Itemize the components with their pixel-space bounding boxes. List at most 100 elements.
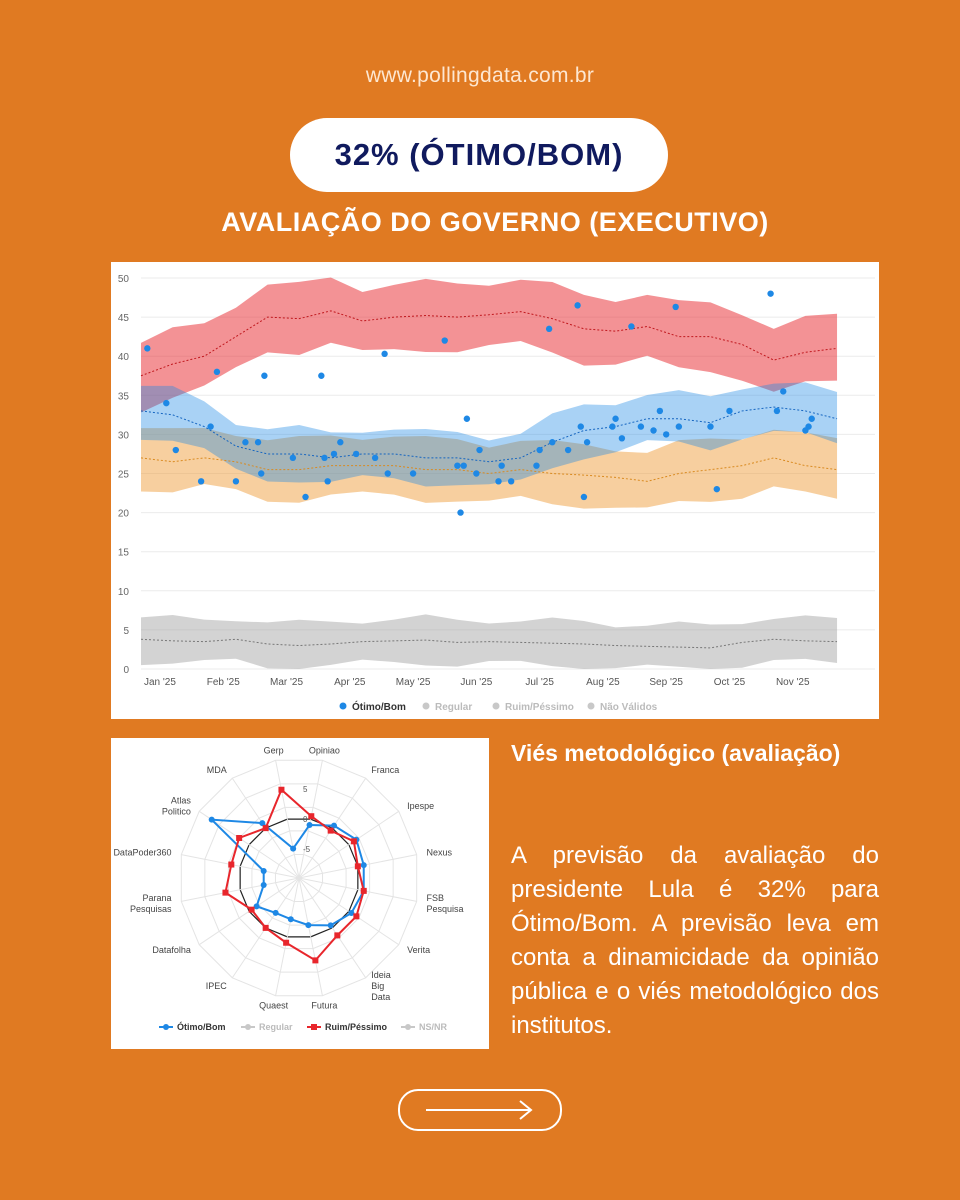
poll-point — [476, 446, 483, 454]
poll-point — [609, 423, 616, 430]
radar-axis-label-line: Datafolha — [152, 945, 191, 955]
poll-point — [545, 325, 553, 333]
poll-point — [780, 388, 787, 395]
radar-axis-label-line: Pesquisas — [130, 904, 172, 914]
radar-legend-label[interactable]: NS/NR — [419, 1022, 448, 1032]
y-tick-label: 15 — [118, 548, 130, 559]
legend-label[interactable]: Ruim/Péssimo — [505, 702, 574, 713]
radar-axis-label-line: Verita — [407, 945, 430, 955]
x-tick-label: Mar '25 — [270, 677, 303, 688]
site-url: www.pollingdata.com.br — [365, 64, 595, 87]
radar-spoke — [275, 877, 300, 996]
radar-point — [287, 916, 294, 923]
poll-point — [637, 423, 645, 430]
poll-point — [352, 450, 360, 458]
radar-axis-label: MDA — [207, 765, 227, 775]
radar-spoke — [298, 810, 400, 879]
uncertainty-band — [141, 277, 838, 413]
poll-point — [672, 303, 679, 311]
poll-point — [409, 470, 417, 477]
radar-spoke — [181, 854, 300, 879]
radar-legend-label[interactable]: Regular — [259, 1022, 293, 1032]
trend-line — [140, 457, 838, 482]
radar-tick-label: 5 — [303, 785, 308, 794]
radar-axis-label-line: Ipespe — [407, 801, 434, 811]
radar-axis-label-line: Pesquisa — [427, 904, 464, 914]
trend-line — [140, 638, 838, 649]
headline-badge: 32% (ÓTIMO/BOM) — [290, 118, 668, 192]
radar-point — [259, 820, 266, 827]
poll-point — [232, 478, 240, 485]
radar-point — [360, 862, 367, 869]
radar-tick-label: -5 — [303, 845, 311, 854]
poll-point — [577, 423, 584, 430]
poll-point — [536, 446, 543, 454]
poll-point — [805, 423, 812, 430]
x-tick-label: Jul '25 — [525, 677, 554, 688]
poll-point — [628, 323, 635, 330]
poll-point — [580, 493, 588, 501]
x-tick-label: Oct '25 — [714, 677, 746, 688]
poll-point — [564, 446, 572, 454]
radar-point — [283, 939, 290, 946]
radar-point — [228, 861, 235, 868]
poll-point — [318, 372, 325, 379]
radar-axis-label: Quaest — [259, 1001, 289, 1011]
legend-marker — [339, 702, 347, 710]
radar-axis-label-line: FSB — [427, 893, 445, 903]
radar-legend-label[interactable]: Ruim/Péssimo — [325, 1022, 388, 1032]
y-tick-label: 25 — [118, 470, 130, 481]
radar-axis-label-line: Politico — [162, 806, 191, 816]
poll-point — [441, 337, 448, 344]
radar-point — [308, 813, 315, 820]
x-tick-label: Aug '25 — [586, 677, 620, 688]
x-tick-label: Jun '25 — [460, 677, 492, 688]
next-button[interactable] — [398, 1089, 562, 1131]
radar-axis-label: Ipespe — [407, 801, 434, 811]
y-tick-label: 45 — [118, 313, 130, 324]
radar-axis-label: DataPoder360 — [113, 848, 171, 858]
y-tick-label: 35 — [118, 391, 130, 402]
radar-point — [305, 922, 312, 929]
radar-spoke — [298, 877, 367, 979]
y-tick-label: 50 — [118, 274, 130, 285]
legend-label[interactable]: Não Válidos — [600, 702, 658, 713]
radar-axis-label: Nexus — [427, 848, 453, 858]
radar-point — [331, 822, 338, 829]
poll-point — [242, 439, 249, 446]
radar-spoke — [275, 760, 300, 879]
radar-legend-marker — [405, 1024, 411, 1030]
uncertainty-band — [141, 382, 838, 487]
poll-point — [612, 415, 619, 422]
radar-legend-marker — [311, 1024, 317, 1030]
poll-point — [533, 462, 540, 469]
radar-axis-label-line: IPEC — [206, 981, 228, 991]
legend-label[interactable]: Regular — [435, 702, 472, 713]
radar-axis-label: Ideia Big Data — [371, 970, 391, 1002]
radar-point — [262, 924, 269, 931]
poll-point — [384, 470, 391, 477]
legend-marker — [422, 702, 430, 710]
poll-point — [583, 439, 591, 446]
poll-point — [454, 462, 461, 469]
poll-point — [808, 415, 815, 422]
legend-label[interactable]: Ótimo/Bom — [352, 700, 406, 713]
radar-axis-label: FSB Pesquisa — [427, 893, 464, 914]
section-title: AVALIAÇÃO DO GOVERNO (EXECUTIVO) — [221, 207, 769, 237]
poll-point — [574, 302, 581, 309]
poll-point — [302, 493, 309, 501]
y-tick-label: 5 — [123, 626, 129, 637]
radar-legend-label[interactable]: Ótimo/Bom — [177, 1021, 226, 1032]
radar-axis-label-line: Nexus — [427, 848, 453, 858]
radar-point — [353, 913, 360, 920]
poll-point — [254, 439, 262, 446]
radar-spoke — [181, 877, 300, 902]
radar-point — [312, 957, 319, 964]
x-tick-label: Nov '25 — [776, 677, 810, 688]
radar-point — [248, 906, 255, 913]
radar-axis-label: Verita — [407, 945, 430, 955]
poll-point — [330, 450, 338, 458]
poll-point — [457, 509, 464, 516]
radar-axis-label-line: DataPoder360 — [113, 848, 171, 858]
trend-line — [140, 406, 838, 463]
